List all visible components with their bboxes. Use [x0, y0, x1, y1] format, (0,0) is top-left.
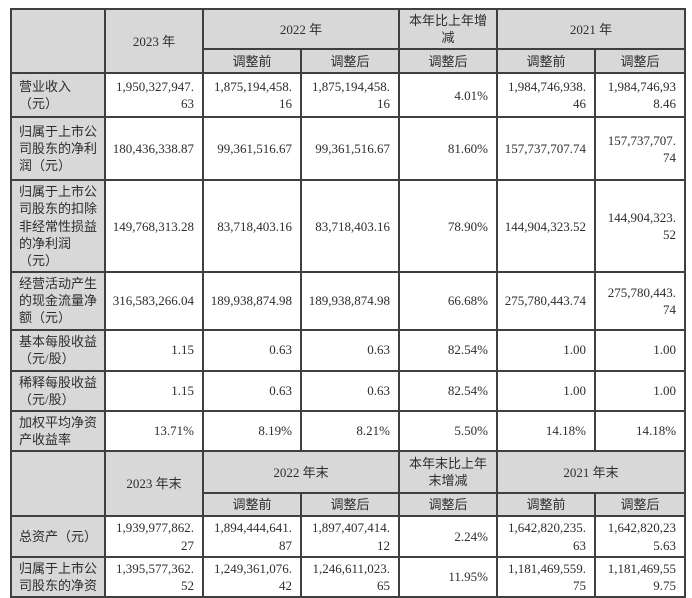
subheader-2021-before: 调整前	[496, 48, 597, 75]
year-end-header-2023: 2023 年末	[104, 450, 204, 518]
data-cell: 13.71%	[104, 409, 204, 453]
subheader-2022end-after: 调整后	[299, 492, 401, 518]
data-cell: 81.60%	[398, 116, 499, 182]
data-cell: 1,875,194,458.16	[299, 72, 401, 119]
row-label: 总资产（元）	[10, 515, 106, 558]
row-label: 加权平均净资产收益率	[10, 409, 106, 453]
yoy-change-header: 本年比上年增减	[398, 7, 499, 51]
table-row-operating-cash-flow: 经营活动产生的现金流量净额（元） 316,583,266.04 189,938,…	[10, 271, 687, 331]
data-cell: 0.63	[202, 369, 302, 412]
subheader-2021end-before: 调整前	[496, 492, 597, 518]
data-cell: 1.15	[104, 328, 204, 372]
data-cell: 99,361,516.67	[202, 116, 302, 182]
data-cell: 144,904,323.52	[594, 179, 687, 274]
subheader-change-after: 调整后	[398, 48, 499, 75]
row-label: 经营活动产生的现金流量净额（元）	[10, 271, 106, 331]
table-row-diluted-eps: 稀释每股收益（元/股） 1.15 0.63 0.63 82.54% 1.00 1…	[10, 369, 687, 412]
year-end-change-header: 本年末比上年末增减	[398, 450, 499, 495]
year-header-2021: 2021 年	[496, 7, 687, 51]
data-cell: 83,718,403.16	[299, 179, 401, 274]
data-cell: 157,737,707.74	[594, 116, 687, 182]
data-cell: 0.63	[299, 328, 401, 372]
data-cell: 1,939,977,862.27	[104, 515, 204, 558]
table-row-net-profit: 归属于上市公司股东的净利润（元） 180,436,338.87 99,361,5…	[10, 116, 687, 182]
data-cell: 1,984,746,938.46	[594, 72, 687, 119]
data-cell: 1.00	[594, 369, 687, 412]
table-row-weighted-avg-roe: 加权平均净资产收益率 13.71% 8.19% 8.21% 5.50% 14.1…	[10, 409, 687, 453]
year-end-header-2022: 2022 年末	[201, 450, 401, 495]
year-header-2023: 2023 年	[104, 7, 204, 75]
data-cell: 1.15	[104, 369, 204, 412]
data-cell: 316,583,266.04	[104, 271, 204, 331]
table-row-total-assets: 总资产（元） 1,939,977,862.27 1,894,444,641.87…	[10, 515, 687, 558]
data-cell: 4.01%	[398, 72, 499, 119]
table-row-basic-eps: 基本每股收益（元/股） 1.15 0.63 0.63 82.54% 1.00 1…	[10, 328, 687, 372]
data-cell: 144,904,323.52	[496, 179, 597, 274]
data-cell: 1,950,327,947.63	[104, 72, 204, 119]
data-cell: 5.50%	[398, 409, 499, 453]
data-cell: 14.18%	[594, 409, 687, 453]
data-cell: 1,642,820,235.63	[496, 515, 597, 558]
data-cell: 1,894,444,641.87	[202, 515, 302, 558]
data-cell: 78.90%	[398, 179, 499, 274]
subheader-2021-after: 调整后	[594, 48, 687, 75]
data-cell: 8.21%	[299, 409, 401, 453]
data-cell: 1,642,820,235.63	[594, 515, 687, 558]
year-end-header-2021: 2021 年末	[496, 450, 687, 495]
subheader-2021end-after: 调整后	[594, 492, 687, 518]
data-cell: 1.00	[496, 369, 597, 412]
corner-cell-annual	[10, 7, 106, 75]
row-label: 基本每股收益（元/股）	[10, 328, 106, 372]
row-label: 稀释每股收益（元/股）	[10, 369, 106, 412]
data-cell: 1.00	[496, 328, 597, 372]
data-cell: 0.63	[299, 369, 401, 412]
subheader-2022-after: 调整后	[299, 48, 401, 75]
data-cell: 66.68%	[398, 271, 499, 331]
subheader-2022-before: 调整前	[202, 48, 302, 75]
row-label: 归属于上市公司股东的扣除非经常性损益的净利润（元）	[10, 179, 106, 274]
data-cell: 180,436,338.87	[104, 116, 204, 182]
data-cell: 149,768,313.28	[104, 179, 204, 274]
table-row-revenue: 营业收入（元） 1,950,327,947.63 1,875,194,458.1…	[10, 72, 687, 119]
table-row-net-profit-excl-nonrecurring: 归属于上市公司股东的扣除非经常性损益的净利润（元） 149,768,313.28…	[10, 179, 687, 274]
subheader-2022end-before: 调整前	[202, 492, 302, 518]
data-cell: 0.63	[202, 328, 302, 372]
data-cell: 83,718,403.16	[202, 179, 302, 274]
data-cell: 14.18%	[496, 409, 597, 453]
corner-cell-year-end	[10, 450, 106, 518]
row-label: 营业收入（元）	[10, 72, 106, 119]
data-cell: 8.19%	[202, 409, 302, 453]
data-cell: 1,984,746,938.46	[496, 72, 597, 119]
data-cell: 1,897,407,414.12	[299, 515, 401, 558]
data-cell: 189,938,874.98	[202, 271, 302, 331]
row-label: 归属于上市公司股东的净利润（元）	[10, 116, 106, 182]
data-cell: 99,361,516.67	[299, 116, 401, 182]
data-cell: 275,780,443.74	[496, 271, 597, 331]
data-cell: 82.54%	[398, 369, 499, 412]
data-cell: 189,938,874.98	[299, 271, 401, 331]
data-cell: 82.54%	[398, 328, 499, 372]
data-cell: 1,875,194,458.16	[202, 72, 302, 119]
subheader-endchange-after: 调整后	[398, 492, 499, 518]
data-cell: 157,737,707.74	[496, 116, 597, 182]
year-header-2022: 2022 年	[201, 7, 401, 51]
data-cell: 1.00	[594, 328, 687, 372]
data-cell: 2.24%	[398, 515, 499, 558]
data-cell: 275,780,443.74	[594, 271, 687, 331]
financial-summary-table: 2023 年 2022 年 本年比上年增减 2021 年 调整前 调整后 调整后…	[10, 7, 687, 598]
